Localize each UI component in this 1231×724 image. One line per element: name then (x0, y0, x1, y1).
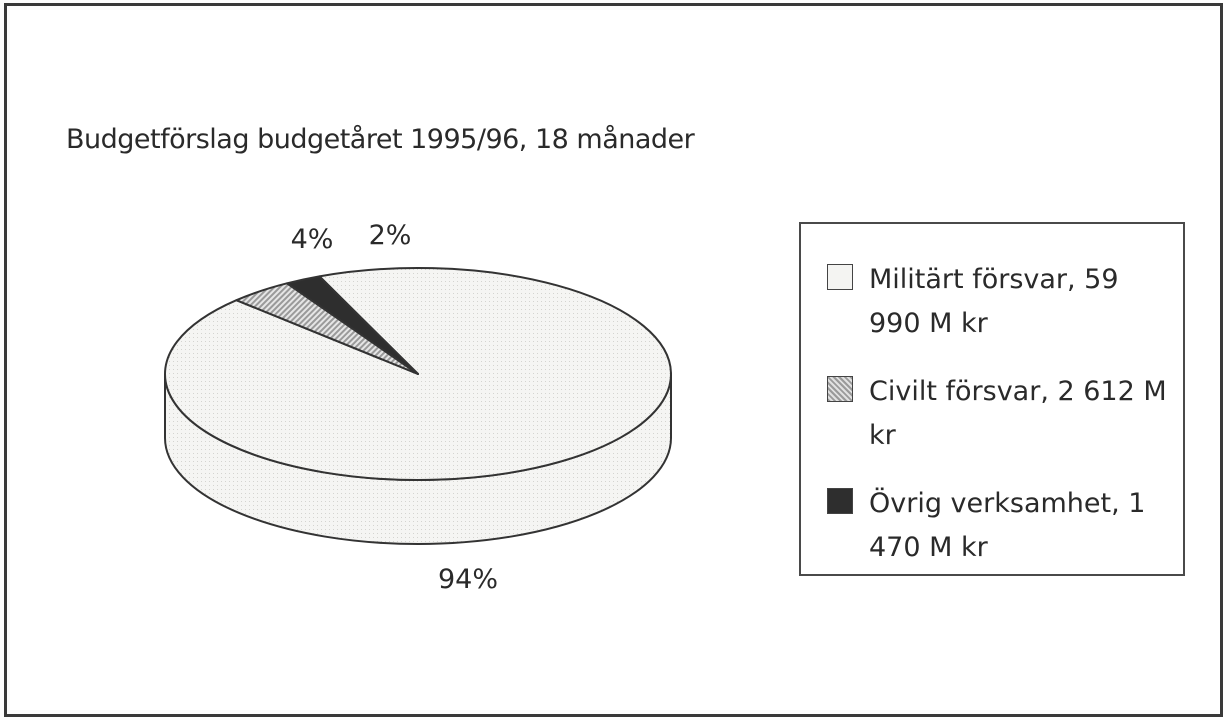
pie-slice-2 (285, 275, 419, 375)
pie-percent-label-1: 4% (291, 224, 334, 255)
pie-percent-label-0: 94% (438, 564, 498, 595)
pie-percent-label-2: 2% (369, 220, 412, 251)
legend-label-militart: Militärt försvar, 59 990 M kr (869, 264, 1119, 339)
legend-swatch-civilt (827, 376, 853, 402)
legend-swatch-militart (827, 264, 853, 290)
pie-labels: 94% 4% 2% (291, 220, 498, 595)
chart-frame (4, 3, 1223, 717)
legend: Militärt försvar, 59 990 M kr Civilt för… (799, 222, 1185, 576)
legend-swatch-ovrig (827, 488, 853, 514)
legend-label-ovrig: Övrig verksamhet, 1 470 M kr (869, 488, 1146, 563)
pie-top (164, 267, 672, 481)
legend-label-civilt: Civilt försvar, 2 612 M kr (869, 376, 1167, 451)
chart-title: Budgetförslag budgetåret 1995/96, 18 mån… (66, 124, 695, 155)
